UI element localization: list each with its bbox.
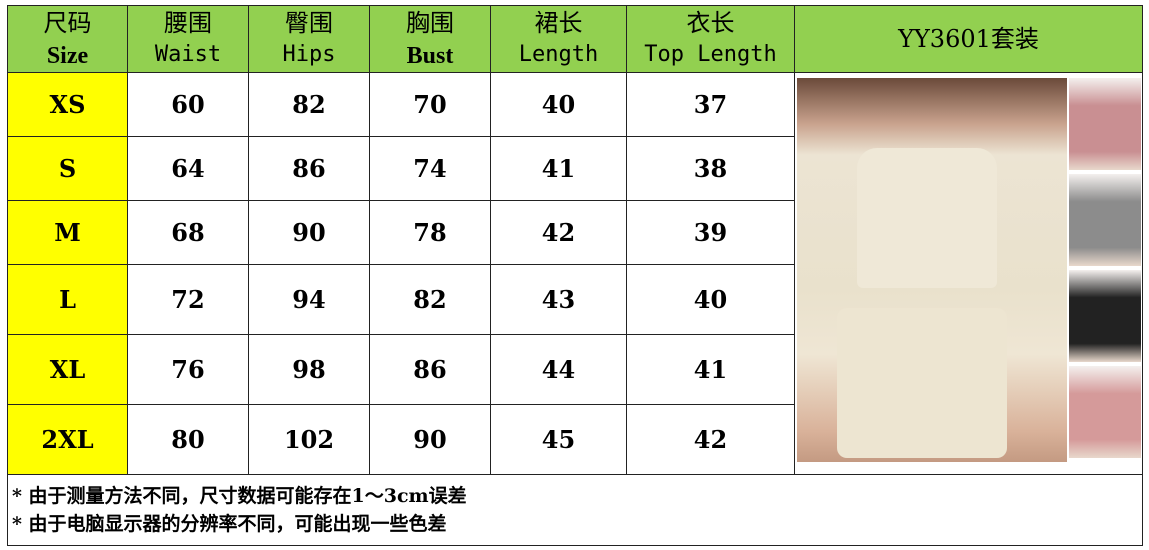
cell-length: 44 (490, 334, 627, 405)
cell-waist: 80 (127, 404, 249, 475)
header-hips: 臀围 Hips (248, 5, 370, 73)
header-waist: 腰围 Waist (127, 5, 249, 73)
cell-waist: 64 (127, 136, 249, 201)
header-bust-en: Bust (406, 42, 454, 69)
cell-hips: 82 (248, 72, 370, 137)
cell-top-length: 39 (626, 200, 795, 265)
product-thumbnail[interactable] (1069, 78, 1141, 170)
header-bust-cn: 胸围 (406, 8, 454, 37)
product-thumbnail[interactable] (1069, 366, 1141, 458)
cell-waist: 76 (127, 334, 249, 405)
header-row: 尺码 Size 腰围 Waist 臀围 Hips 胸围 Bust 裙长 Length 衣长… (7, 5, 1143, 73)
cell-waist: 72 (127, 264, 249, 335)
cell-size: S (7, 136, 128, 201)
cell-bust: 82 (369, 264, 491, 335)
cell-top-length: 40 (626, 264, 795, 335)
product-thumbnail[interactable] (1069, 270, 1141, 362)
cell-hips: 98 (248, 334, 370, 405)
cell-length: 40 (490, 72, 627, 137)
cell-waist: 68 (127, 200, 249, 265)
table-row: XL 76 98 86 44 41 (7, 334, 1143, 405)
cell-length: 42 (490, 200, 627, 265)
cell-bust: 74 (369, 136, 491, 201)
cell-size: L (7, 264, 128, 335)
cell-hips: 90 (248, 200, 370, 265)
cell-top-length: 42 (626, 404, 795, 475)
note: * 由于电脑显示器的分辨率不同，可能出现一些色差 (12, 513, 447, 535)
header-length-cn: 裙长 (534, 9, 583, 37)
cell-size: XL (7, 334, 128, 405)
header-size-cn: 尺码 (43, 8, 92, 37)
header-size-en: Size (46, 42, 89, 69)
table-row: S 64 86 74 41 38 (7, 136, 1143, 201)
header-waist-cn: 腰围 (164, 9, 212, 37)
note: * 由于测量方法不同，尺寸数据可能存在1～3cm误差 (12, 485, 467, 507)
product-title: YY3601套装 (794, 5, 1143, 73)
cell-top-length: 41 (626, 334, 795, 405)
cell-size: M (7, 200, 128, 265)
header-top-length: 衣长 Top Length (626, 5, 795, 73)
table-row: M 68 90 78 42 39 (7, 200, 1143, 265)
notes: * 由于测量方法不同，尺寸数据可能存在1～3cm误差 * 由于电脑显示器的分辨率不… (7, 474, 1143, 546)
table-row: L 72 94 82 43 40 (7, 264, 1143, 335)
cell-waist: 60 (127, 72, 249, 137)
cell-bust: 70 (369, 72, 491, 137)
header-waist-en: Waist (154, 42, 222, 67)
cell-top-length: 38 (626, 136, 795, 201)
product-photos (794, 72, 1143, 475)
header-hips-en: Hips (282, 42, 336, 67)
cell-hips: 86 (248, 136, 370, 201)
product-photo-main (797, 78, 1067, 462)
product-thumbnail[interactable] (1069, 174, 1141, 266)
cell-bust: 86 (369, 334, 491, 405)
header-size: 尺码 Size (7, 5, 128, 73)
header-top-length-cn: 衣长 (686, 9, 735, 37)
cell-bust: 90 (369, 404, 491, 475)
cell-length: 41 (490, 136, 627, 201)
cell-hips: 102 (248, 404, 370, 475)
header-length: 裙长 Length (490, 5, 627, 73)
table-row: 2XL 80 102 90 45 42 (7, 404, 1143, 475)
cell-size: XS (7, 72, 128, 137)
cell-length: 45 (490, 404, 627, 475)
cell-hips: 94 (248, 264, 370, 335)
cell-top-length: 37 (626, 72, 795, 137)
header-top-length-en: Top Length (644, 42, 777, 67)
cell-size: 2XL (7, 404, 128, 475)
header-bust: 胸围 Bust (369, 5, 491, 73)
size-chart: 尺码 Size 腰围 Waist 臀围 Hips 胸围 Bust 裙长 Length 衣长… (7, 5, 1143, 546)
header-length-en: Length (518, 42, 599, 67)
cell-bust: 78 (369, 200, 491, 265)
cell-length: 43 (490, 264, 627, 335)
header-hips-cn: 臀围 (285, 9, 333, 37)
table-row: XS 60 82 70 40 37 (7, 72, 1143, 475)
